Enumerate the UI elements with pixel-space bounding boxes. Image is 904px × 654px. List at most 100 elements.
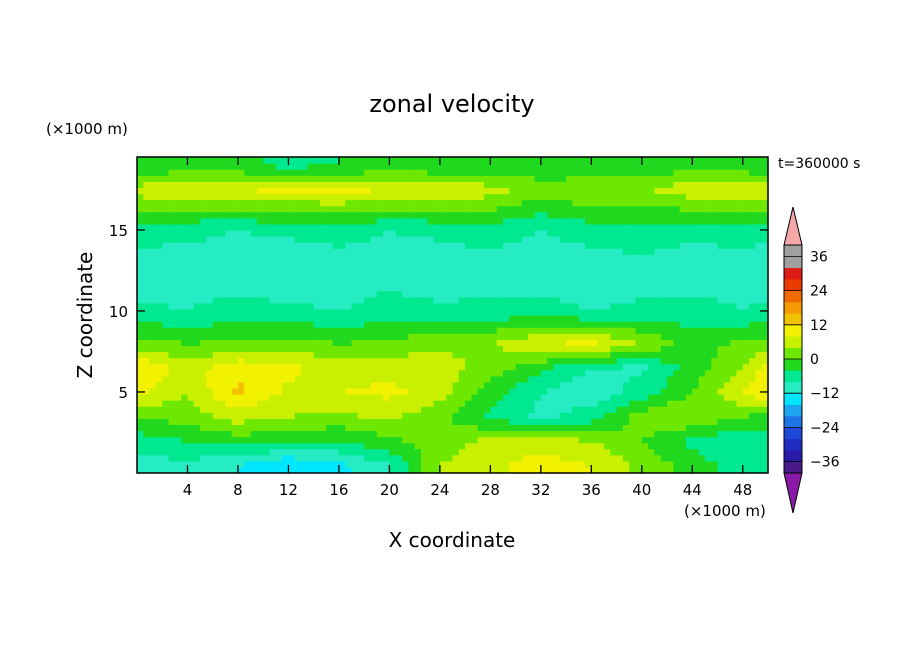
field-cell xyxy=(540,363,548,371)
field-cell xyxy=(458,466,466,473)
field-cell xyxy=(723,339,731,346)
field-cell xyxy=(521,272,529,280)
field-cell xyxy=(181,278,189,286)
field-cell xyxy=(685,181,693,188)
field-cell xyxy=(351,193,359,201)
field-cell xyxy=(174,387,182,395)
field-cell xyxy=(465,229,473,237)
field-cell xyxy=(408,193,416,201)
field-cell xyxy=(723,412,731,419)
field-cell xyxy=(383,412,390,419)
field-cell xyxy=(484,369,491,377)
field-cell xyxy=(395,199,403,207)
field-cell xyxy=(174,211,182,219)
field-cell xyxy=(622,363,630,371)
field-cell xyxy=(256,436,264,444)
field-cell xyxy=(326,448,334,456)
field-cell xyxy=(256,260,264,267)
field-cell xyxy=(307,302,315,310)
field-cell xyxy=(200,302,208,310)
field-cell xyxy=(250,351,258,359)
field-cell xyxy=(408,236,416,243)
field-cell xyxy=(168,296,176,304)
field-cell xyxy=(357,387,365,395)
field-cell xyxy=(389,284,397,292)
field-cell xyxy=(439,357,447,365)
field-cell xyxy=(578,290,586,298)
field-cell xyxy=(749,436,756,444)
field-cell xyxy=(319,357,327,365)
field-cell xyxy=(629,211,637,219)
field-cell xyxy=(534,442,542,450)
field-cell xyxy=(711,400,719,407)
field-cell xyxy=(490,211,498,219)
field-cell xyxy=(168,254,176,261)
field-cell xyxy=(736,308,744,316)
field-cell xyxy=(723,315,731,322)
field-cell xyxy=(755,266,763,274)
field-cell xyxy=(547,169,555,176)
field-cell xyxy=(496,430,504,438)
field-cell xyxy=(212,442,220,450)
field-cell xyxy=(477,211,485,219)
field-cell xyxy=(357,236,365,243)
field-cell xyxy=(540,199,548,207)
field-cell xyxy=(742,466,750,473)
field-cell xyxy=(698,400,706,407)
field-cell xyxy=(553,315,561,322)
field-cell xyxy=(231,369,239,377)
field-cell xyxy=(187,460,195,468)
field-cell xyxy=(143,400,151,407)
field-cell xyxy=(376,302,384,310)
field-cell xyxy=(351,466,359,473)
field-cell xyxy=(212,229,220,237)
field-cell xyxy=(502,266,510,274)
field-cell xyxy=(749,357,756,365)
field-cell xyxy=(313,315,321,322)
field-cell xyxy=(547,412,555,419)
field-cell xyxy=(345,321,353,328)
field-cell xyxy=(698,254,706,261)
field-cell xyxy=(193,454,201,462)
field-cell xyxy=(679,466,687,473)
field-cell xyxy=(427,266,435,274)
field-cell xyxy=(301,394,308,401)
field-cell xyxy=(654,169,662,176)
field-cell xyxy=(370,448,378,456)
field-cell xyxy=(439,327,447,334)
field-cell xyxy=(319,223,327,231)
field-cell xyxy=(181,284,189,292)
field-cell xyxy=(332,466,340,473)
field-cell xyxy=(465,394,473,401)
field-cell xyxy=(578,424,586,432)
field-cell xyxy=(509,236,517,243)
field-cell xyxy=(477,181,485,188)
field-cell xyxy=(181,302,189,310)
field-cell xyxy=(591,242,599,249)
field-cell xyxy=(603,357,611,365)
field-cell xyxy=(698,217,706,225)
field-cell xyxy=(458,229,466,237)
field-cell xyxy=(477,175,485,182)
field-cell xyxy=(742,357,750,365)
field-cell xyxy=(458,369,466,377)
field-cell xyxy=(660,321,668,328)
field-cell xyxy=(597,193,605,201)
field-cell xyxy=(244,302,252,310)
field-cell xyxy=(622,436,630,444)
field-cell xyxy=(294,302,302,310)
field-cell xyxy=(225,375,233,383)
field-cell xyxy=(572,236,580,243)
field-cell xyxy=(250,333,258,340)
field-cell xyxy=(540,333,548,340)
field-cell xyxy=(534,296,542,304)
field-cell xyxy=(212,169,220,176)
field-cell xyxy=(395,248,403,255)
field-cell xyxy=(402,278,409,286)
field-cell xyxy=(269,272,277,280)
field-cell xyxy=(137,442,144,450)
field-cell xyxy=(622,229,630,237)
field-cell xyxy=(212,248,220,255)
field-cell xyxy=(143,339,151,346)
